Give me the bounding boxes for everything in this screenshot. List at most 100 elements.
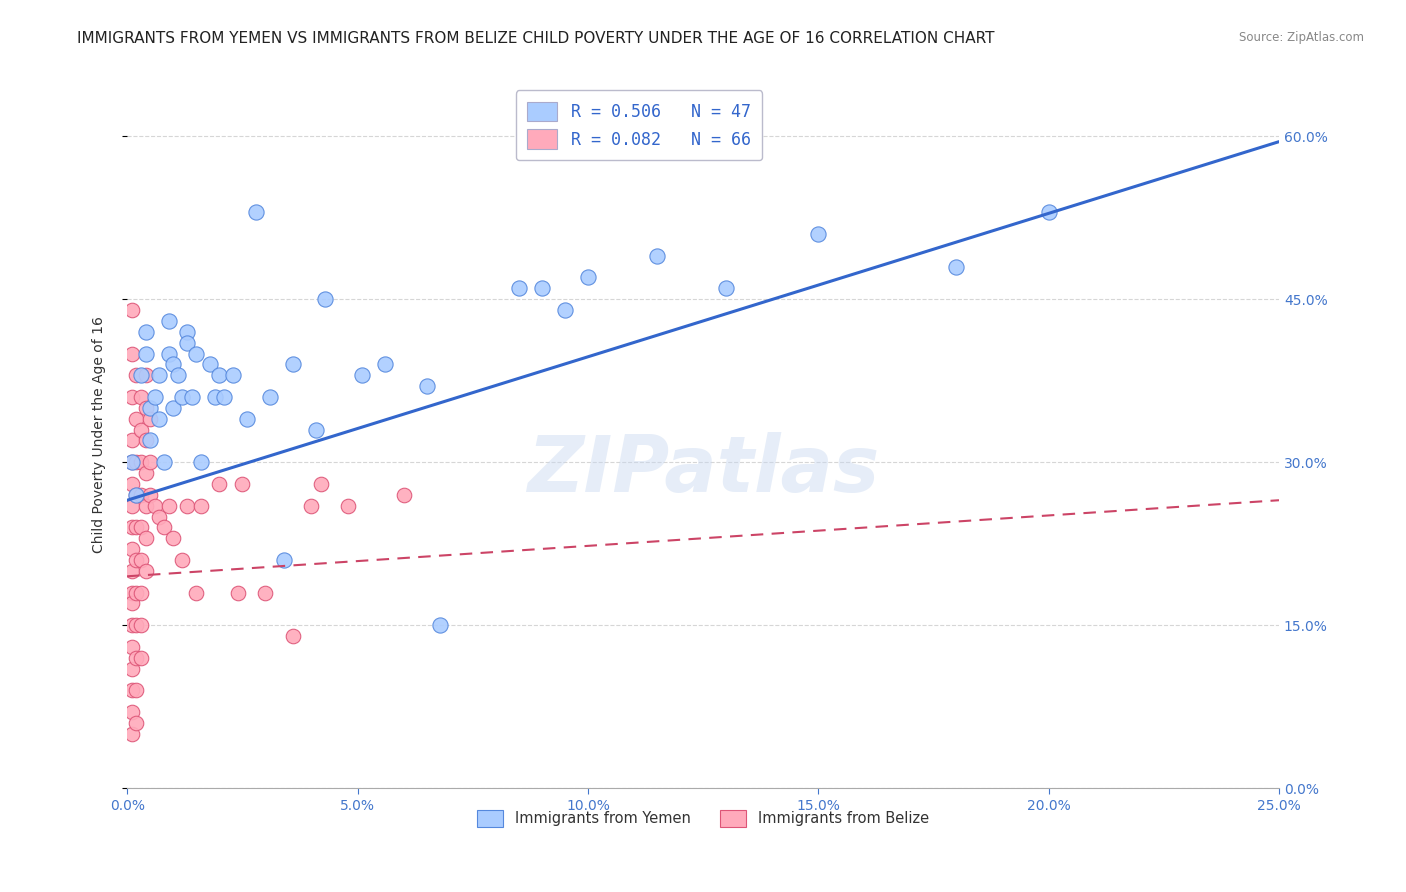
Point (129, 618, 152, 632)
Point (392, 488, 415, 502)
Point (554, 303, 576, 318)
Point (121, 705, 143, 719)
Point (121, 662, 143, 676)
Point (231, 477, 253, 491)
Point (129, 390, 152, 404)
Point (374, 358, 396, 372)
Point (273, 553, 295, 567)
Point (139, 411, 162, 425)
Point (121, 727, 143, 741)
Point (129, 368, 152, 383)
Point (198, 358, 221, 372)
Point (176, 325, 198, 339)
Point (135, 531, 157, 545)
Point (129, 650, 152, 665)
Point (576, 270, 599, 285)
Point (135, 325, 157, 339)
Point (190, 499, 212, 513)
Point (139, 488, 162, 502)
Point (121, 542, 143, 557)
Point (135, 499, 157, 513)
Point (208, 477, 231, 491)
Point (125, 618, 148, 632)
Point (125, 553, 148, 567)
Point (176, 335, 198, 350)
Point (121, 434, 143, 448)
Point (301, 499, 323, 513)
Point (226, 585, 249, 599)
Point (166, 368, 188, 383)
Point (121, 303, 143, 318)
Point (129, 553, 152, 567)
Point (125, 585, 148, 599)
Text: ZIPatlas: ZIPatlas (527, 433, 879, 508)
Point (945, 260, 967, 274)
Point (121, 618, 143, 632)
Point (180, 390, 202, 404)
Point (208, 368, 231, 383)
Point (143, 390, 166, 404)
Point (121, 597, 143, 611)
Point (125, 488, 148, 502)
Point (415, 379, 437, 393)
Point (157, 499, 180, 513)
Point (212, 390, 235, 404)
Point (807, 227, 830, 241)
Text: IMMIGRANTS FROM YEMEN VS IMMIGRANTS FROM BELIZE CHILD POVERTY UNDER THE AGE OF 1: IMMIGRANTS FROM YEMEN VS IMMIGRANTS FROM… (77, 31, 995, 46)
Point (129, 488, 152, 502)
Point (125, 716, 148, 731)
Point (259, 390, 281, 404)
Point (508, 281, 530, 295)
Point (148, 368, 170, 383)
Point (121, 346, 143, 360)
Point (153, 520, 176, 534)
Point (125, 488, 148, 502)
Point (139, 434, 162, 448)
Point (337, 499, 360, 513)
Point (245, 205, 267, 219)
Point (121, 477, 143, 491)
Text: Source: ZipAtlas.com: Source: ZipAtlas.com (1239, 31, 1364, 45)
Point (129, 455, 152, 469)
Point (125, 650, 148, 665)
Point (125, 520, 148, 534)
Point (148, 509, 170, 524)
Point (148, 411, 170, 425)
Point (121, 499, 143, 513)
Point (135, 346, 157, 360)
Point (162, 358, 184, 372)
Point (135, 401, 157, 415)
Point (162, 401, 184, 415)
Point (1038, 205, 1060, 219)
Point (125, 683, 148, 698)
Point (314, 292, 336, 306)
Point (222, 368, 245, 383)
Point (714, 281, 737, 295)
Point (125, 368, 148, 383)
Point (236, 411, 259, 425)
Point (125, 411, 148, 425)
Point (121, 520, 143, 534)
Point (135, 564, 157, 578)
Point (190, 455, 212, 469)
Y-axis label: Child Poverty Under the Age of 16: Child Poverty Under the Age of 16 (93, 317, 107, 553)
Point (204, 390, 226, 404)
Point (309, 477, 332, 491)
Point (176, 499, 198, 513)
Point (186, 585, 208, 599)
Point (157, 346, 180, 360)
Point (125, 455, 148, 469)
Point (121, 564, 143, 578)
Point (129, 585, 152, 599)
Point (121, 640, 143, 654)
Point (129, 423, 152, 437)
Point (530, 281, 553, 295)
Point (281, 629, 304, 643)
Point (281, 358, 304, 372)
Point (143, 499, 166, 513)
Point (135, 466, 157, 480)
Point (352, 368, 374, 383)
Point (121, 683, 143, 698)
Legend: Immigrants from Yemen, Immigrants from Belize: Immigrants from Yemen, Immigrants from B… (470, 803, 936, 834)
Point (254, 585, 277, 599)
